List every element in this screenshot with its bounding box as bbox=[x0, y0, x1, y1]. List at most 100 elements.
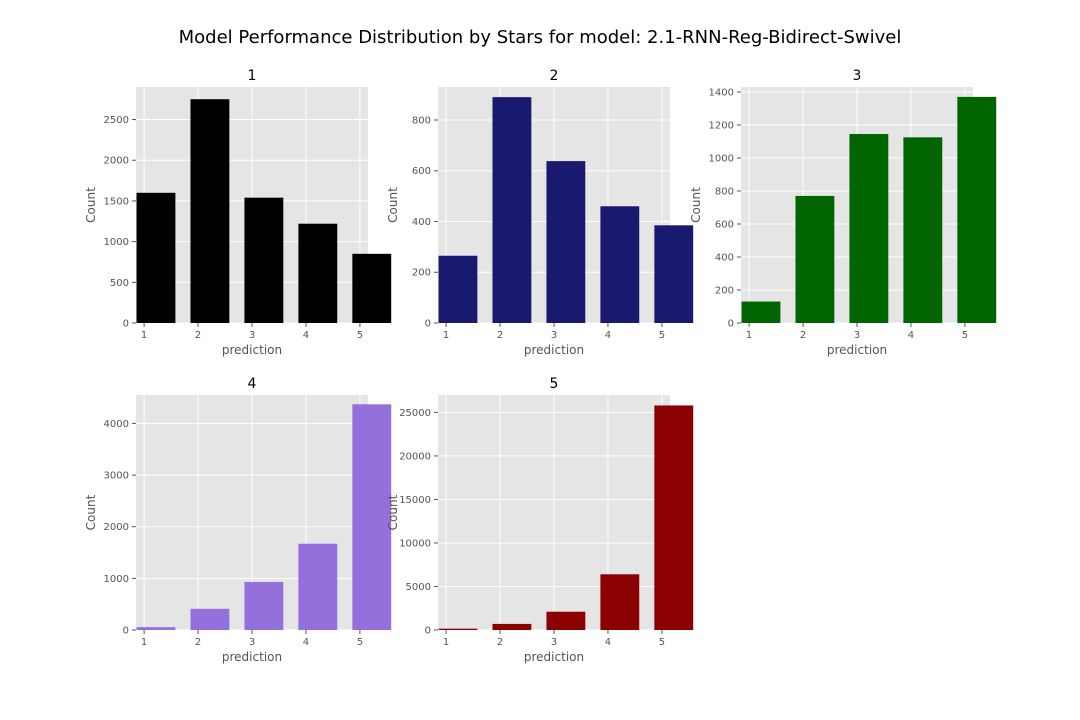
x-tick-label: 3 bbox=[249, 637, 255, 648]
x-axis-label: prediction bbox=[222, 650, 282, 664]
x-tick-label: 5 bbox=[659, 637, 665, 648]
bar-3 bbox=[546, 161, 586, 323]
y-tick-label: 2000 bbox=[104, 522, 129, 533]
y-tick-label: 0 bbox=[728, 319, 734, 330]
subplot-title: 4 bbox=[248, 376, 257, 392]
subplot-2: 0 200 400 600 800 1 2 3 4 5 2 prediction Count bbox=[386, 68, 694, 357]
y-tick-label: 5000 bbox=[406, 582, 431, 593]
bar-5 bbox=[654, 225, 694, 323]
y-tick-label: 25000 bbox=[399, 408, 431, 419]
bar-1 bbox=[438, 255, 478, 323]
y-tick-label: 200 bbox=[715, 285, 734, 296]
subplot-4: 0 1000 2000 3000 4000 1 2 3 4 5 4 prediction Count bbox=[84, 376, 392, 664]
bar-1 bbox=[136, 192, 176, 323]
y-tick-label: 15000 bbox=[399, 495, 431, 506]
bar-2 bbox=[492, 97, 532, 323]
x-tick-label: 4 bbox=[303, 637, 309, 648]
x-tick-label: 4 bbox=[605, 330, 611, 341]
bar-2 bbox=[795, 195, 835, 323]
bar-4 bbox=[298, 543, 338, 630]
bar-1 bbox=[136, 627, 176, 630]
subplot-title: 1 bbox=[248, 68, 257, 84]
y-tick-label: 800 bbox=[715, 186, 734, 197]
x-tick-label: 4 bbox=[908, 330, 914, 341]
subplot-title: 2 bbox=[550, 68, 559, 84]
x-tick-label: 3 bbox=[249, 330, 255, 341]
y-tick-label: 0 bbox=[123, 319, 129, 330]
bar-2 bbox=[190, 99, 230, 323]
y-tick-label: 3000 bbox=[104, 471, 129, 482]
x-tick-label: 3 bbox=[854, 330, 860, 341]
y-axis-label: Count bbox=[84, 187, 98, 223]
y-tick-label: 600 bbox=[715, 219, 734, 230]
x-tick-label: 1 bbox=[746, 330, 752, 341]
x-tick-label: 5 bbox=[357, 330, 363, 341]
subplot-title: 5 bbox=[550, 376, 559, 392]
bar-4 bbox=[903, 137, 943, 323]
x-axis-label: prediction bbox=[524, 343, 584, 357]
x-tick-label: 4 bbox=[605, 637, 611, 648]
y-tick-label: 2500 bbox=[104, 115, 129, 126]
x-tick-label: 2 bbox=[195, 330, 201, 341]
bar-1 bbox=[438, 628, 478, 630]
bar-3 bbox=[546, 611, 586, 630]
y-tick-label: 20000 bbox=[399, 451, 431, 462]
y-tick-label: 2000 bbox=[104, 156, 129, 167]
bar-3 bbox=[849, 134, 889, 323]
x-tick-label: 2 bbox=[195, 637, 201, 648]
subplot-3: 0 200 400 600 800 1000 1200 1400 1 2 3 4 5 3 predictio… bbox=[689, 68, 997, 357]
y-tick-label: 400 bbox=[412, 217, 431, 228]
x-axis-label: prediction bbox=[222, 343, 282, 357]
y-tick-label: 800 bbox=[412, 115, 431, 126]
x-tick-label: 4 bbox=[303, 330, 309, 341]
bar-2 bbox=[190, 608, 230, 630]
y-tick-label: 1400 bbox=[709, 87, 734, 98]
y-tick-label: 0 bbox=[425, 626, 431, 637]
bar-1 bbox=[741, 301, 781, 323]
x-tick-label: 5 bbox=[659, 330, 665, 341]
y-tick-label: 0 bbox=[425, 319, 431, 330]
x-tick-label: 3 bbox=[551, 330, 557, 341]
chart-title: Model Performance Distribution by Stars … bbox=[179, 27, 902, 48]
y-axis-label: Count bbox=[386, 494, 400, 530]
y-tick-label: 1000 bbox=[104, 237, 129, 248]
y-tick-label: 1000 bbox=[709, 153, 734, 164]
x-tick-label: 1 bbox=[443, 330, 449, 341]
bar-4 bbox=[298, 223, 338, 323]
bar-5 bbox=[654, 405, 694, 630]
x-tick-label: 3 bbox=[551, 637, 557, 648]
y-axis-label: Count bbox=[386, 187, 400, 223]
bar-3 bbox=[244, 581, 284, 630]
y-tick-label: 1000 bbox=[104, 574, 129, 585]
y-tick-label: 600 bbox=[412, 166, 431, 177]
x-tick-label: 2 bbox=[497, 637, 503, 648]
x-tick-label: 1 bbox=[443, 637, 449, 648]
y-tick-label: 1500 bbox=[104, 196, 129, 207]
subplot-5: 0 5000 10000 15000 20000 25000 1 2 3 4 5 5 predictio… bbox=[386, 376, 694, 664]
x-tick-label: 2 bbox=[497, 330, 503, 341]
y-tick-label: 0 bbox=[123, 626, 129, 637]
bar-5 bbox=[957, 96, 997, 323]
y-tick-label: 10000 bbox=[399, 538, 431, 549]
x-tick-label: 1 bbox=[141, 330, 147, 341]
x-tick-label: 2 bbox=[800, 330, 806, 341]
y-tick-label: 200 bbox=[412, 268, 431, 279]
x-tick-label: 5 bbox=[357, 637, 363, 648]
bar-3 bbox=[244, 197, 284, 323]
y-axis-label: Count bbox=[689, 187, 703, 223]
x-tick-label: 5 bbox=[962, 330, 968, 341]
x-tick-label: 1 bbox=[141, 637, 147, 648]
subplot-1: 0 500 1000 1500 2000 2500 1 2 3 4 5 1 prediction Coun… bbox=[84, 68, 392, 357]
x-axis-label: prediction bbox=[524, 650, 584, 664]
y-tick-label: 1200 bbox=[709, 120, 734, 131]
y-tick-label: 4000 bbox=[104, 419, 129, 430]
bar-4 bbox=[600, 574, 640, 630]
x-axis-label: prediction bbox=[827, 343, 887, 357]
bar-4 bbox=[600, 206, 640, 323]
y-tick-label: 500 bbox=[110, 278, 129, 289]
y-axis-label: Count bbox=[84, 494, 98, 530]
bar-5 bbox=[352, 253, 392, 323]
